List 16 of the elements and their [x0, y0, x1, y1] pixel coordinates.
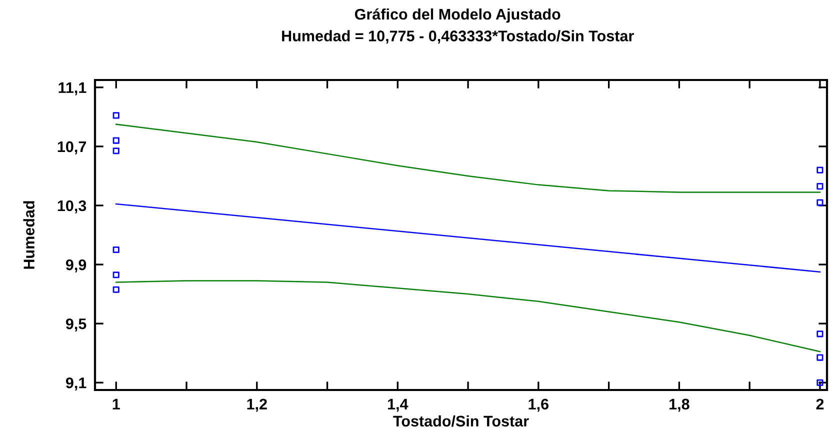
x-tick-label: 1,2	[247, 398, 267, 412]
y-tick-label: 10,7	[58, 141, 86, 154]
chart-title: Gráfico del Modelo Ajustado	[354, 8, 560, 23]
y-tick-label: 11,1	[58, 82, 86, 96]
x-tick-label: 1	[112, 398, 120, 410]
x-axis-title: Tostado/Sin Tostar	[393, 415, 529, 427]
y-tick-label: 9,9	[66, 259, 86, 272]
x-tick-label: 2	[816, 398, 824, 410]
y-tick-label: 10,3	[58, 200, 86, 214]
chart-subtitle: Humedad = 10,775 - 0,463333*Tostado/Sin Tostar	[282, 30, 634, 44]
x-tick-label: 1,4	[388, 398, 408, 412]
x-tick-label: 1,6	[528, 398, 548, 412]
y-tick-label: 9,1	[66, 377, 86, 391]
y-tick-label: 9,5	[66, 318, 86, 332]
y-axis-title: Humedad	[23, 201, 34, 269]
x-tick-label: 1,8	[670, 398, 690, 412]
